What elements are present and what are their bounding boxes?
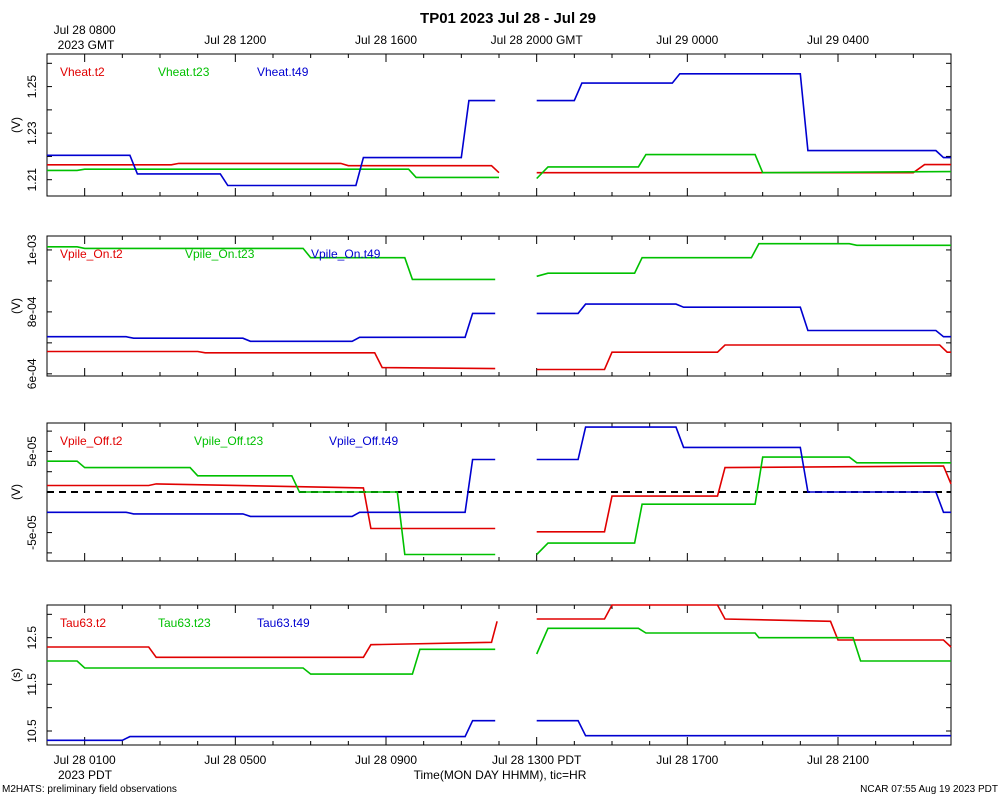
y-axis-label: (s) [9, 668, 23, 682]
y-tick-label: 5e-05 [25, 436, 39, 467]
series-line [47, 465, 952, 533]
y-tick-label: 1.21 [25, 168, 39, 192]
chart-title: TP01 2023 Jul 28 - Jul 29 [420, 10, 596, 27]
y-tick-label: 11.5 [25, 673, 39, 696]
labels-layer: 1.21 1.23 1.25 (V) Vheat.t2 Vheat.t23 Vheat.t4… [2, 23, 998, 795]
y-tick-label: 12.5 [25, 626, 39, 650]
legend-entry: Vpile_Off.t49 [329, 434, 398, 448]
y-axis-label: (V) [9, 484, 23, 500]
legend-entry: Vheat.t2 [60, 65, 105, 79]
y-tick-label: 1.23 [25, 121, 39, 145]
top-axis-label: Jul 29 0400 [807, 33, 869, 47]
x-axis-title: Time(MON DAY HHMM), tic=HR [414, 768, 587, 782]
series-line [47, 456, 951, 556]
lines-layer [47, 73, 952, 742]
axes-layer [46, 53, 952, 746]
series-line [47, 604, 952, 659]
series-line [47, 719, 951, 742]
bottom-axis-label: Jul 28 2100 [807, 753, 869, 767]
y-tick-label: 1e-03 [25, 234, 39, 265]
y-tick-label: 10.5 [25, 719, 39, 743]
series-line [47, 242, 951, 281]
footer-right: NCAR 07:55 Aug 19 2023 PDT [860, 784, 998, 795]
bottom-axis-label: Jul 28 0500 [204, 753, 266, 767]
series-line [47, 153, 952, 180]
series-line [47, 426, 951, 518]
top-axis-label: Jul 28 0800 [54, 23, 116, 37]
top-axis-sublabel: 2023 GMT [58, 38, 115, 52]
top-axis-label: Jul 28 1600 [355, 33, 417, 47]
legend-entry: Vpile_On.t2 [60, 247, 123, 261]
series-line [47, 627, 951, 675]
panel-frame [46, 235, 952, 377]
y-tick-label: 1.25 [25, 75, 39, 99]
y-tick-label: 6e-04 [25, 358, 39, 389]
legend-entry: Vpile_Off.t23 [194, 434, 263, 448]
bottom-axis-label: Jul 28 1700 [656, 753, 718, 767]
y-axis-label: (V) [9, 298, 23, 314]
top-axis-label: Jul 28 1200 [204, 33, 266, 47]
top-axis-label: Jul 29 0000 [656, 33, 718, 47]
series-line [47, 344, 951, 371]
legend-entry: Tau63.t49 [257, 616, 310, 630]
bottom-axis-label: Jul 28 0100 [54, 753, 116, 767]
legend-entry: Vpile_On.t23 [185, 247, 255, 261]
y-tick-label: -5e-05 [25, 515, 39, 550]
y-tick-label: 8e-04 [25, 296, 39, 327]
series-line [47, 162, 951, 174]
legend-entry: Vheat.t23 [158, 65, 210, 79]
legend-entry: Vpile_Off.t2 [60, 434, 123, 448]
series-line [47, 73, 951, 187]
legend-entry: Tau63.t2 [60, 616, 106, 630]
bottom-axis-label: Jul 28 0900 [355, 753, 417, 767]
legend-entry: Vheat.t49 [257, 65, 309, 79]
bottom-axis-label: Jul 28 1300 PDT [492, 753, 582, 767]
top-axis-label: Jul 28 2000 GMT [491, 33, 584, 47]
y-axis-label: (V) [9, 117, 23, 133]
footer-left: M2HATS: preliminary field observations [2, 784, 177, 795]
bottom-axis-sublabel: 2023 PDT [58, 768, 113, 782]
series-line [47, 303, 951, 343]
legend-entry: Vpile_On.t49 [311, 247, 381, 261]
legend-entry: Tau63.t23 [158, 616, 211, 630]
